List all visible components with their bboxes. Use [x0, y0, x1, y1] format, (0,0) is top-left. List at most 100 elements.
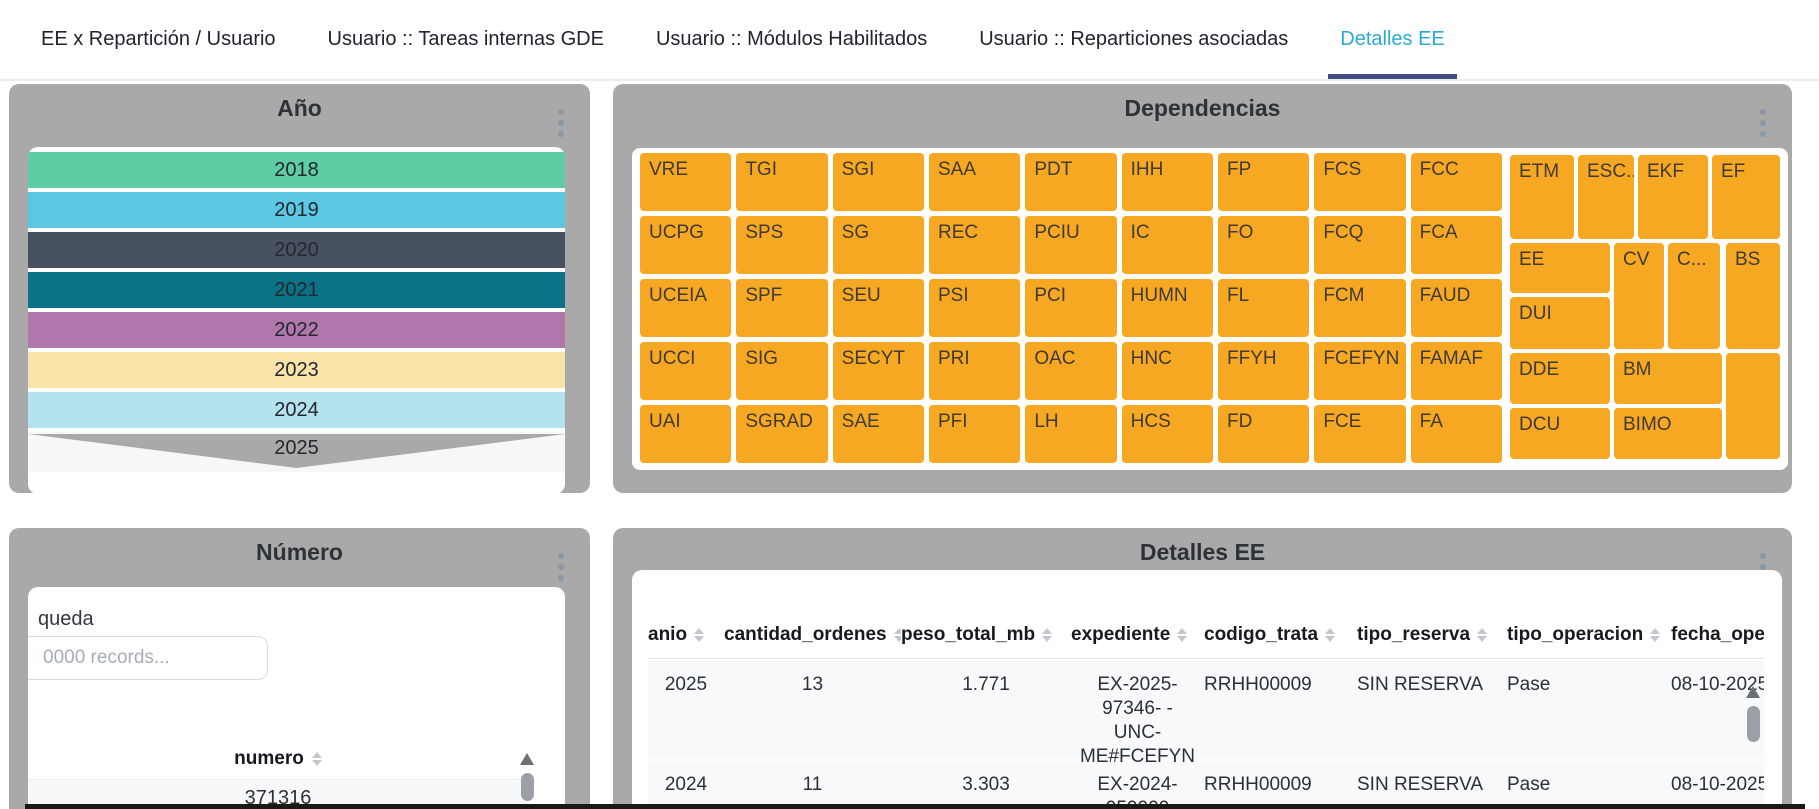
column-header-anio[interactable]: anio [648, 624, 724, 646]
treemap-tile-faud[interactable]: FAUD [1410, 279, 1502, 337]
tab-usuario-reparticiones-asociadas[interactable]: Usuario :: Reparticiones asociadas [979, 28, 1289, 50]
tab-detalles-ee[interactable]: Detalles EE [1328, 0, 1457, 79]
detalles-scrollbar[interactable] [1746, 686, 1760, 742]
treemap-tile-bm[interactable]: BM [1614, 353, 1722, 404]
treemap-tile-fcs[interactable]: FCS [1314, 153, 1406, 211]
year-bar-2021[interactable]: 2021 [28, 272, 565, 308]
numero-scrollbar[interactable] [520, 753, 534, 801]
treemap-tile-rec[interactable]: REC [929, 216, 1021, 274]
treemap-tile-secyt[interactable]: SECYT [832, 342, 924, 400]
treemap-tile-sg[interactable]: SG [832, 216, 924, 274]
treemap-tile-dde[interactable]: DDE [1510, 353, 1610, 404]
treemap-tile-famaf[interactable]: FAMAF [1410, 342, 1502, 400]
treemap-tile-sig[interactable]: SIG [736, 342, 828, 400]
treemap-tile-psi[interactable]: PSI [929, 279, 1021, 337]
search-input[interactable] [28, 636, 268, 680]
treemap-tile-uceia[interactable]: UCEIA [640, 279, 732, 337]
treemap-tile-sgrad[interactable]: SGRAD [736, 405, 828, 463]
year-bar-2018[interactable]: 2018 [28, 152, 565, 188]
treemap-tile-vre[interactable]: VRE [640, 153, 732, 211]
cell-fecha-operac: 08-10-2025 [1671, 674, 1764, 695]
tab-ee-x-repartici-n-usuario[interactable]: EE x Repartición / Usuario [41, 28, 276, 50]
column-header-cantidad-ordenes[interactable]: cantidad_ordenes [724, 624, 901, 646]
year-bar-2023[interactable]: 2023 [28, 352, 565, 388]
numero-kebab-menu-icon[interactable] [554, 553, 568, 581]
treemap-tile-ee[interactable]: EE [1510, 243, 1610, 293]
treemap-tile-ucci[interactable]: UCCI [640, 342, 732, 400]
treemap-tile-dcu[interactable]: DCU [1510, 408, 1610, 459]
treemap-tile-sgi[interactable]: SGI [832, 153, 924, 211]
treemap-tile-ic[interactable]: IC [1121, 216, 1213, 274]
year-bar-2022[interactable]: 2022 [28, 312, 565, 348]
treemap-tile-pci[interactable]: PCI [1025, 279, 1117, 337]
treemap-tile-oac[interactable]: OAC [1025, 342, 1117, 400]
year-bar-2020[interactable]: 2020 [28, 232, 565, 268]
treemap-tile-pciu[interactable]: PCIU [1025, 216, 1117, 274]
panel-numero-title: Número [256, 539, 343, 565]
treemap-tile-fo[interactable]: FO [1218, 216, 1310, 274]
treemap-tile-ffyh[interactable]: FFYH [1218, 342, 1310, 400]
sort-icon [893, 628, 901, 642]
treemap-tile-fl[interactable]: FL [1218, 279, 1310, 337]
column-header-peso-total-mb[interactable]: peso_total_mb [901, 624, 1071, 646]
treemap-tile-fcm[interactable]: FCM [1314, 279, 1406, 337]
treemap-tile-pri[interactable]: PRI [929, 342, 1021, 400]
column-header-label: codigo_trata [1204, 624, 1319, 645]
column-header-fecha-operac[interactable]: fecha_operac [1671, 624, 1764, 646]
column-header-expediente[interactable]: expediente [1071, 624, 1204, 646]
cell-fecha-operac: 08-10-2025 [1671, 774, 1764, 795]
column-header-codigo-trata[interactable]: codigo_trata [1204, 624, 1357, 646]
treemap-tile-fp[interactable]: FP [1218, 153, 1310, 211]
scroll-up-arrow-icon[interactable] [1746, 686, 1760, 698]
treemap-tile-ekf[interactable]: EKF [1638, 155, 1708, 239]
column-header-tipo-operacion[interactable]: tipo_operacion [1507, 624, 1671, 646]
treemap-tile-fce[interactable]: FCE [1314, 405, 1406, 463]
treemap-tile-pfi[interactable]: PFI [929, 405, 1021, 463]
treemap-tile-etm[interactable]: ETM [1510, 155, 1574, 239]
cell-codigo-trata: RRHH00009 [1204, 674, 1312, 695]
treemap-tile-hnc[interactable]: HNC [1121, 342, 1213, 400]
treemap-tile-uai[interactable]: UAI [640, 405, 732, 463]
treemap-tile-humn[interactable]: HUMN [1121, 279, 1213, 337]
tab-usuario-m-dulos-habilitados[interactable]: Usuario :: Módulos Habilitados [655, 28, 928, 50]
treemap-tile-fcc[interactable]: FCC [1410, 153, 1502, 211]
treemap-tile-bimo[interactable]: BIMO [1614, 408, 1722, 459]
treemap-tile-esc[interactable]: ESC... [1578, 155, 1634, 239]
treemap-tile-fd[interactable]: FD [1218, 405, 1310, 463]
dependencias-kebab-menu-icon[interactable] [1756, 109, 1770, 137]
treemap-tile-fa[interactable]: FA [1410, 405, 1502, 463]
column-header-tipo-reserva[interactable]: tipo_reserva [1357, 624, 1507, 646]
tab-usuario-tareas-internas-gde[interactable]: Usuario :: Tareas internas GDE [327, 28, 604, 50]
window-bottom-edge [25, 804, 1805, 809]
treemap-tile-seu[interactable]: SEU [832, 279, 924, 337]
treemap-tile-fca[interactable]: FCA [1410, 216, 1502, 274]
treemap-tile-ef[interactable]: EF [1712, 155, 1780, 239]
treemap-tile-pdt[interactable]: PDT [1025, 153, 1117, 211]
treemap-tile-cv[interactable]: CV [1614, 243, 1664, 349]
treemap-tile-bs[interactable]: BS [1726, 243, 1780, 349]
treemap-tile-dui[interactable]: DUI [1510, 297, 1610, 349]
treemap-tile-sae[interactable]: SAE [832, 405, 924, 463]
scrollbar-thumb[interactable] [520, 773, 534, 801]
numero-column-header[interactable]: numero [28, 738, 528, 780]
treemap-tile-saa[interactable]: SAA [929, 153, 1021, 211]
treemap-tile-hcs[interactable]: HCS [1121, 405, 1213, 463]
year-bar-2019[interactable]: 2019 [28, 192, 565, 228]
treemap-tile-tgi[interactable]: TGI [736, 153, 828, 211]
treemap-tile-fcefyn[interactable]: FCEFYN [1314, 342, 1406, 400]
treemap-tile-c[interactable]: C... [1668, 243, 1720, 349]
scroll-up-arrow-icon[interactable] [520, 753, 534, 765]
treemap-tile-sps[interactable]: SPS [736, 216, 828, 274]
treemap-tile-fcq[interactable]: FCQ [1314, 216, 1406, 274]
treemap-tile-ucpg[interactable]: UCPG [640, 216, 732, 274]
year-bar-2025[interactable]: 2025 [28, 432, 565, 472]
year-bar-2024[interactable]: 2024 [28, 392, 565, 428]
treemap-tile-lh[interactable]: LH [1025, 405, 1117, 463]
scrollbar-thumb[interactable] [1746, 706, 1760, 742]
treemap-tile-unlabeled[interactable] [1726, 353, 1780, 459]
year-bar-label: 2025 [274, 437, 319, 459]
treemap-tile-ihh[interactable]: IHH [1121, 153, 1213, 211]
treemap-tile-spf[interactable]: SPF [736, 279, 828, 337]
detalles-table-body: 2025 13 1.771 EX-2025- 97346- - UNC- ME#FCE… [648, 661, 1764, 809]
anio-kebab-menu-icon[interactable] [554, 109, 568, 137]
